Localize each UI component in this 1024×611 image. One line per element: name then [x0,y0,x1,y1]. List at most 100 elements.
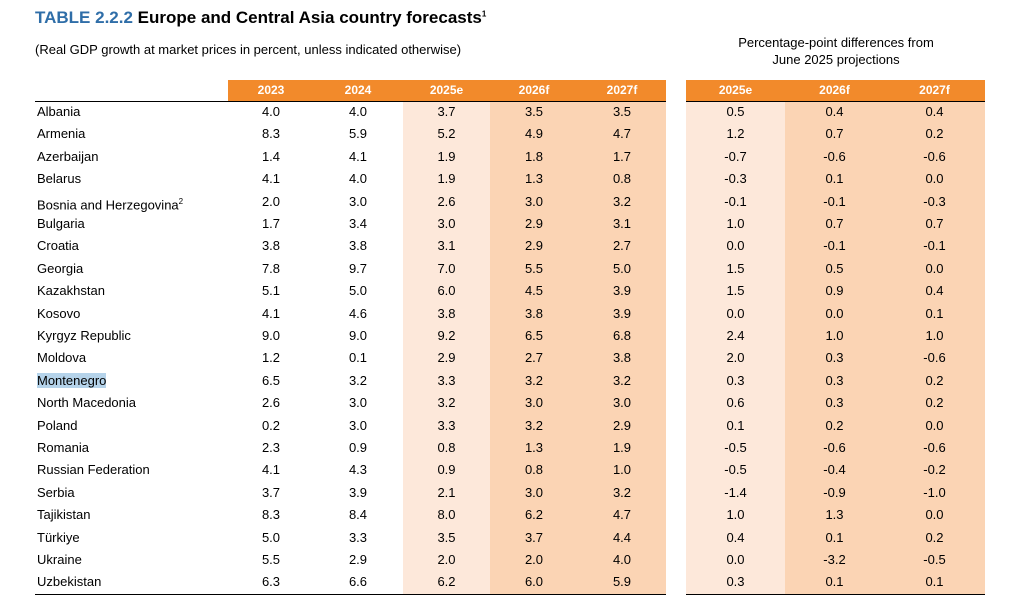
table-cell: 4.5 [524,283,544,299]
row-label: Bosnia and Herzegovina2 [37,191,183,216]
table-cell: 3.0 [524,484,544,500]
table-cell: 0.4 [726,529,745,545]
table-cell: 4.1 [348,148,368,164]
table-cell: 2.1 [437,484,456,500]
table-cell: 2.0 [726,350,745,366]
column-header: 2025e [718,83,753,97]
table-cell: 1.5 [726,260,745,276]
table-cell: 4.1 [261,171,281,187]
table-cell: 2.9 [348,552,368,567]
table-cell: 2.9 [437,350,456,366]
country-name[interactable]: Georgia [37,260,84,276]
table-cell: 3.8 [348,238,368,254]
country-name[interactable]: Kosovo [37,305,81,321]
table-cell: 3.8 [612,350,632,366]
country-name[interactable]: Kyrgyz Republic [37,328,131,343]
country-name[interactable]: Uzbekistan [37,574,102,590]
table-cell: 3.2 [612,484,632,500]
country-name[interactable]: Albania [37,104,81,119]
header-bar [686,80,985,101]
table-cell: 5.1 [261,283,281,299]
table-cell: 0.0 [726,238,745,254]
table-cell: 3.2 [348,372,368,388]
table-cell: 2.0 [437,552,456,567]
country-name[interactable]: Ukraine [37,552,82,567]
country-name[interactable]: Türkiye [37,529,80,545]
table-cell: 9.7 [348,260,368,276]
country-name[interactable]: Bosnia and Herzegovina [37,196,179,212]
title-note: 1 [481,9,487,19]
table-cell: 0.2 [925,126,944,142]
country-name[interactable]: Moldova [37,350,87,366]
country-name[interactable]: Montenegro [37,372,107,388]
table-cell: 1.3 [825,507,844,523]
table-cell: 3.3 [348,529,368,545]
table-cell: 3.7 [437,104,456,119]
table-cell: 2.7 [612,238,632,254]
table-cell: 3.5 [524,104,544,119]
country-name[interactable]: Kazakhstan [37,283,105,299]
country-name[interactable]: Serbia [37,484,75,500]
country-name[interactable]: Azerbaijan [37,148,99,164]
table-cell: 3.2 [437,395,456,411]
table-cell: 4.1 [261,305,281,321]
table-cell: 3.8 [524,305,544,321]
row-label: Tajikistan [37,504,90,526]
subtitle: (Real GDP growth at market prices in per… [35,42,462,57]
column-shade [686,80,785,594]
table-cell: 4.7 [612,507,632,523]
country-name[interactable]: Russian Federation [37,462,150,478]
row-note: 2 [178,196,184,206]
table-cell: 6.5 [261,372,281,388]
country-name[interactable]: Romania [37,440,90,455]
table-cell: 3.1 [437,238,456,254]
table-cell: 8.0 [437,507,456,523]
table-cell: 1.4 [261,148,281,164]
table-cell: 5.9 [612,574,632,590]
table-cell: 5.5 [524,260,544,276]
table-cell: 1.9 [437,148,456,164]
table-cell: 8.3 [261,126,281,142]
rule [686,593,985,595]
table-cell: 0.1 [825,529,844,545]
table-cell: 2.7 [524,350,544,366]
table-cell: 6.0 [437,283,456,299]
country-name[interactable]: North Macedonia [37,395,136,411]
table-cell: 0.5 [825,260,844,276]
table-cell: 1.0 [726,216,745,231]
row-label: Türkiye [37,527,80,549]
table-cell: -1.0 [923,484,946,500]
rule [35,593,666,595]
country-name[interactable]: Bulgaria [37,216,85,231]
country-name[interactable]: Tajikistan [37,507,91,523]
table-cell: 0.0 [925,417,944,433]
table-cell: 2.9 [524,216,544,231]
country-name[interactable]: Poland [37,417,78,433]
country-name[interactable]: Belarus [37,171,82,187]
table-cell: -0.7 [724,148,747,164]
table-cell: 1.0 [925,328,944,343]
table-cell: 0.0 [825,305,844,321]
right-title-line: Percentage-point differences from [738,35,934,50]
table-cell: 8.4 [348,507,368,523]
row-label: North Macedonia [37,392,136,414]
title: TABLE 2.2.2 Europe and Central Asia coun… [35,8,486,28]
table-cell: 9.0 [261,328,281,343]
table-cell: 6.8 [612,328,632,343]
table-cell: 3.8 [437,305,456,321]
table-cell: 0.4 [925,104,944,119]
table-cell: 0.1 [348,350,368,366]
country-name[interactable]: Croatia [37,238,79,254]
column-shade [578,80,666,594]
table-cell: 0.2 [925,395,944,411]
right-title-line: June 2025 projections [772,52,900,67]
table-cell: 1.3 [524,440,544,455]
table-cell: 0.1 [925,305,944,321]
table-cell: -0.6 [923,350,946,366]
table-cell: 3.9 [612,305,632,321]
country-name[interactable]: Armenia [37,126,86,142]
table-cell: 0.1 [925,574,944,590]
table-cell: 4.1 [261,462,281,478]
table-cell: 4.0 [612,552,632,567]
